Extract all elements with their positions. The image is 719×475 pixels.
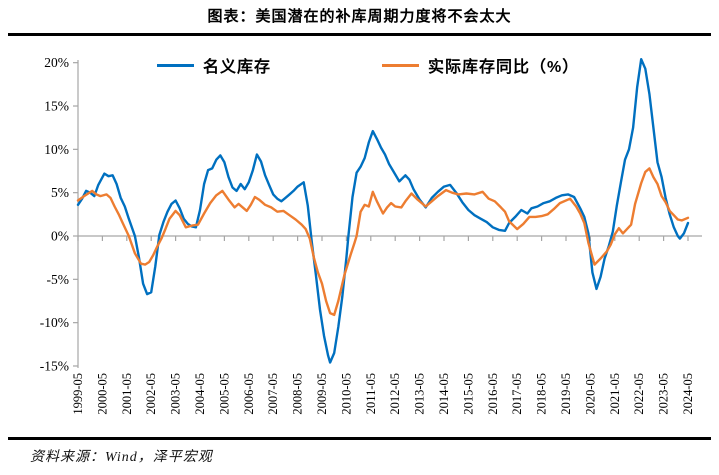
y-axis-label: -5%: [47, 272, 70, 287]
bottom-divider: [8, 437, 711, 440]
chart-title: 图表：美国潜在的补库周期力度将不会太大: [207, 8, 512, 25]
x-axis-label: 2022-05: [632, 373, 646, 415]
x-axis-label: 2008-05: [291, 373, 305, 415]
x-axis-label: 2013-05: [413, 373, 427, 415]
x-axis-label: 2012-05: [388, 373, 402, 415]
legend-item-real-inventory: 实际库存同比（%）: [382, 54, 579, 76]
x-axis-label: 2024-05: [681, 373, 695, 415]
x-axis-label: 2018-05: [535, 373, 549, 415]
x-axis-label: 2015-05: [461, 373, 475, 415]
x-axis-label: 2019-05: [559, 373, 573, 415]
source-note: 资料来源：Wind，泽平宏观: [30, 450, 213, 465]
y-axis-label: 10%: [44, 142, 69, 157]
series-line-nominal-inventory: [76, 58, 690, 364]
x-axis-label: 2009-05: [315, 373, 329, 415]
x-axis-label: 2020-05: [583, 373, 597, 415]
legend-label-real: 实际库存同比（%）: [428, 59, 580, 76]
y-axis-label: 15%: [44, 99, 69, 114]
y-axis-label: 20%: [44, 55, 69, 70]
x-axis-label: 2007-05: [266, 373, 280, 415]
y-axis-label: -10%: [40, 315, 69, 330]
x-axis-label: 2006-05: [242, 373, 256, 415]
legend-line-blue-icon: [157, 63, 194, 67]
y-axis-label: 5%: [51, 185, 69, 200]
x-axis-label: 2010-05: [339, 373, 353, 415]
x-axis-label: 2016-05: [486, 373, 500, 415]
x-axis-label: 2021-05: [608, 373, 622, 415]
x-axis-label: 2005-05: [217, 373, 231, 415]
x-axis-label: 2000-05: [95, 373, 109, 415]
y-axis-label: -15%: [40, 358, 69, 373]
y-axis-label: 0%: [51, 229, 69, 244]
x-axis-label: 2017-05: [510, 373, 524, 415]
chart-legend: 名义库存 实际库存同比（%）: [0, 54, 719, 76]
legend-label-nominal: 名义库存: [203, 59, 272, 76]
legend-line-orange-icon: [382, 63, 419, 67]
series-line-real-inventory: [76, 167, 690, 317]
x-axis-label: 1999-05: [71, 373, 85, 415]
x-axis-label: 2002-05: [144, 373, 158, 415]
x-axis-label: 2014-05: [437, 373, 451, 415]
top-divider: [8, 33, 711, 36]
x-axis-label: 2001-05: [120, 373, 134, 415]
x-axis-label: 2003-05: [169, 373, 183, 415]
x-axis-label: 2023-05: [657, 373, 671, 415]
legend-item-nominal-inventory: 名义库存: [157, 54, 271, 76]
x-axis-label: 2011-05: [364, 373, 378, 414]
x-axis-label: 2004-05: [193, 373, 207, 415]
